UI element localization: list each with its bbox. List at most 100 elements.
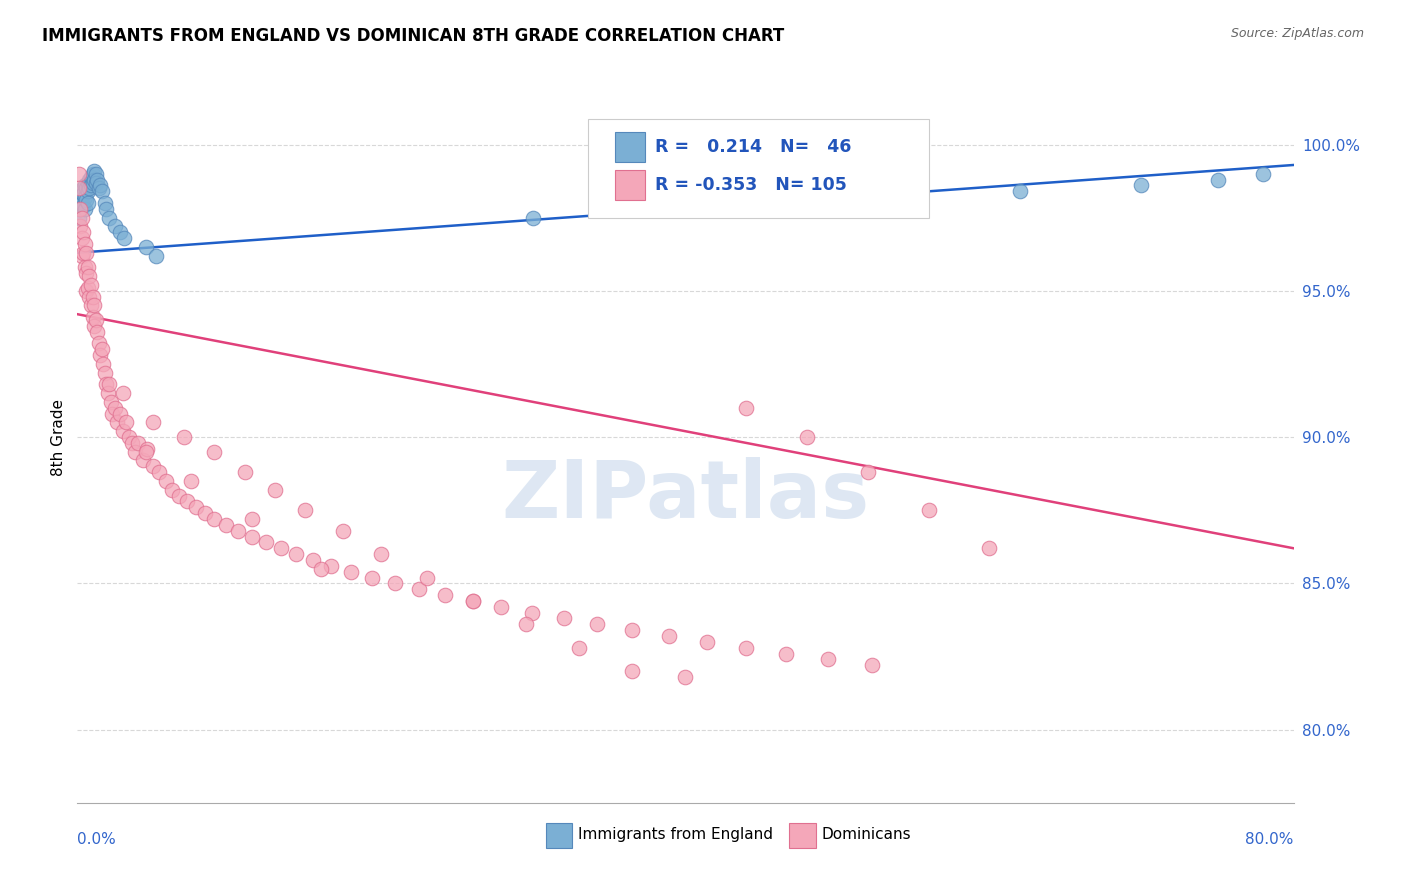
- Point: [124, 444, 146, 458]
- Point: [114, 231, 136, 245]
- Point: [568, 640, 591, 655]
- Point: [180, 474, 202, 488]
- Point: [87, 181, 110, 195]
- Point: [131, 453, 153, 467]
- Point: [98, 211, 121, 225]
- Point: [93, 366, 115, 380]
- Point: [675, 670, 697, 684]
- Point: [73, 260, 96, 275]
- FancyBboxPatch shape: [614, 169, 645, 200]
- Point: [704, 196, 727, 211]
- Point: [91, 357, 114, 371]
- Point: [215, 517, 238, 532]
- Point: [96, 377, 118, 392]
- Point: [228, 524, 250, 538]
- Point: [100, 395, 122, 409]
- Point: [176, 494, 198, 508]
- Point: [75, 181, 97, 195]
- Point: [270, 541, 292, 556]
- Point: [644, 202, 666, 216]
- Point: [142, 459, 165, 474]
- Point: [184, 500, 207, 515]
- Point: [108, 407, 131, 421]
- Point: [80, 169, 103, 184]
- Point: [621, 664, 644, 678]
- Point: [77, 196, 100, 211]
- Point: [522, 211, 544, 225]
- Point: [70, 184, 93, 198]
- Point: [108, 225, 131, 239]
- FancyBboxPatch shape: [614, 132, 645, 162]
- Point: [84, 313, 107, 327]
- Point: [127, 436, 149, 450]
- Point: [93, 196, 115, 211]
- Point: [70, 231, 93, 245]
- Point: [735, 640, 758, 655]
- Point: [75, 245, 97, 260]
- Point: [142, 416, 165, 430]
- Point: [89, 178, 111, 193]
- Point: [86, 172, 108, 186]
- Point: [87, 336, 110, 351]
- Y-axis label: 8th Grade: 8th Grade: [51, 399, 66, 475]
- Point: [86, 325, 108, 339]
- Point: [202, 444, 225, 458]
- Point: [264, 483, 287, 497]
- Point: [89, 348, 111, 362]
- Point: [69, 202, 91, 216]
- Point: [233, 465, 256, 479]
- Point: [80, 298, 103, 312]
- Point: [70, 249, 93, 263]
- Point: [70, 211, 93, 225]
- Point: [79, 181, 101, 195]
- Point: [115, 416, 138, 430]
- Point: [101, 407, 124, 421]
- Point: [73, 237, 96, 252]
- Point: [84, 176, 107, 190]
- Point: [294, 503, 316, 517]
- Point: [105, 416, 128, 430]
- Point: [118, 430, 141, 444]
- Point: [69, 219, 91, 234]
- Point: [240, 530, 263, 544]
- Point: [73, 190, 96, 204]
- Point: [658, 629, 681, 643]
- Point: [1008, 184, 1031, 198]
- Point: [67, 181, 90, 195]
- Text: 0.0%: 0.0%: [77, 832, 117, 847]
- Point: [408, 582, 430, 597]
- Point: [586, 617, 609, 632]
- FancyBboxPatch shape: [546, 822, 572, 848]
- Point: [361, 570, 384, 584]
- Point: [83, 172, 105, 186]
- Point: [77, 184, 100, 198]
- Text: Dominicans: Dominicans: [821, 828, 911, 842]
- Point: [135, 240, 157, 254]
- Point: [370, 547, 392, 561]
- Point: [90, 184, 112, 198]
- Point: [98, 377, 121, 392]
- Point: [97, 386, 120, 401]
- Point: [82, 290, 104, 304]
- Point: [79, 172, 101, 186]
- Point: [860, 658, 883, 673]
- Point: [82, 310, 104, 325]
- Point: [321, 558, 343, 573]
- Text: Immigrants from England: Immigrants from England: [578, 828, 773, 842]
- Point: [77, 260, 100, 275]
- Point: [72, 245, 94, 260]
- Text: R =   0.214   N=   46: R = 0.214 N= 46: [655, 138, 852, 156]
- Point: [84, 167, 107, 181]
- Point: [491, 599, 513, 614]
- Point: [461, 594, 484, 608]
- Point: [240, 512, 263, 526]
- Point: [73, 202, 96, 216]
- Point: [1130, 178, 1153, 193]
- Point: [148, 465, 170, 479]
- Point: [67, 211, 90, 225]
- Point: [167, 489, 190, 503]
- Point: [75, 266, 97, 280]
- Point: [82, 176, 104, 190]
- Point: [340, 565, 363, 579]
- Point: [520, 606, 543, 620]
